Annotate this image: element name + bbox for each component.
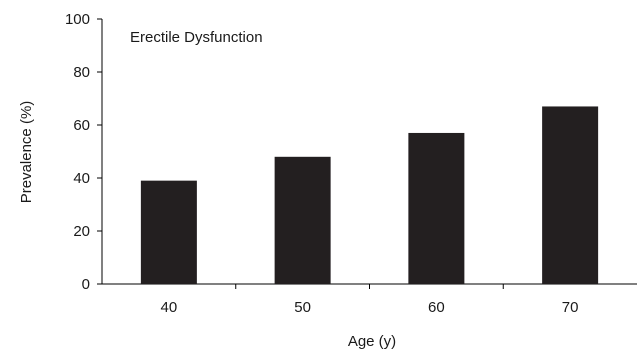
y-axis-title: Prevalence (%) [18, 101, 35, 204]
bar-age-40 [140, 180, 197, 284]
y-tick-label: 100 [65, 11, 90, 28]
y-tick-label: 80 [73, 64, 90, 81]
x-tick-label: 60 [428, 299, 445, 316]
y-tick-label: 20 [73, 223, 90, 240]
x-tick-label: 40 [161, 299, 178, 316]
x-tick-label: 50 [294, 299, 311, 316]
bar-age-60 [408, 132, 465, 284]
y-axis: 0 20 40 60 80 100 [65, 11, 103, 293]
chart-title: Erectile Dysfunction [130, 29, 263, 46]
x-axis-title: Age (y) [348, 333, 396, 350]
bars [140, 106, 599, 284]
x-tick-label: 70 [562, 299, 579, 316]
bar-age-50 [274, 156, 331, 284]
y-tick-label: 60 [73, 117, 90, 134]
bar-age-70 [542, 106, 599, 284]
y-tick-label: 0 [82, 276, 90, 293]
y-tick-label: 40 [73, 170, 90, 187]
x-axis: 40 50 60 70 [102, 283, 637, 316]
